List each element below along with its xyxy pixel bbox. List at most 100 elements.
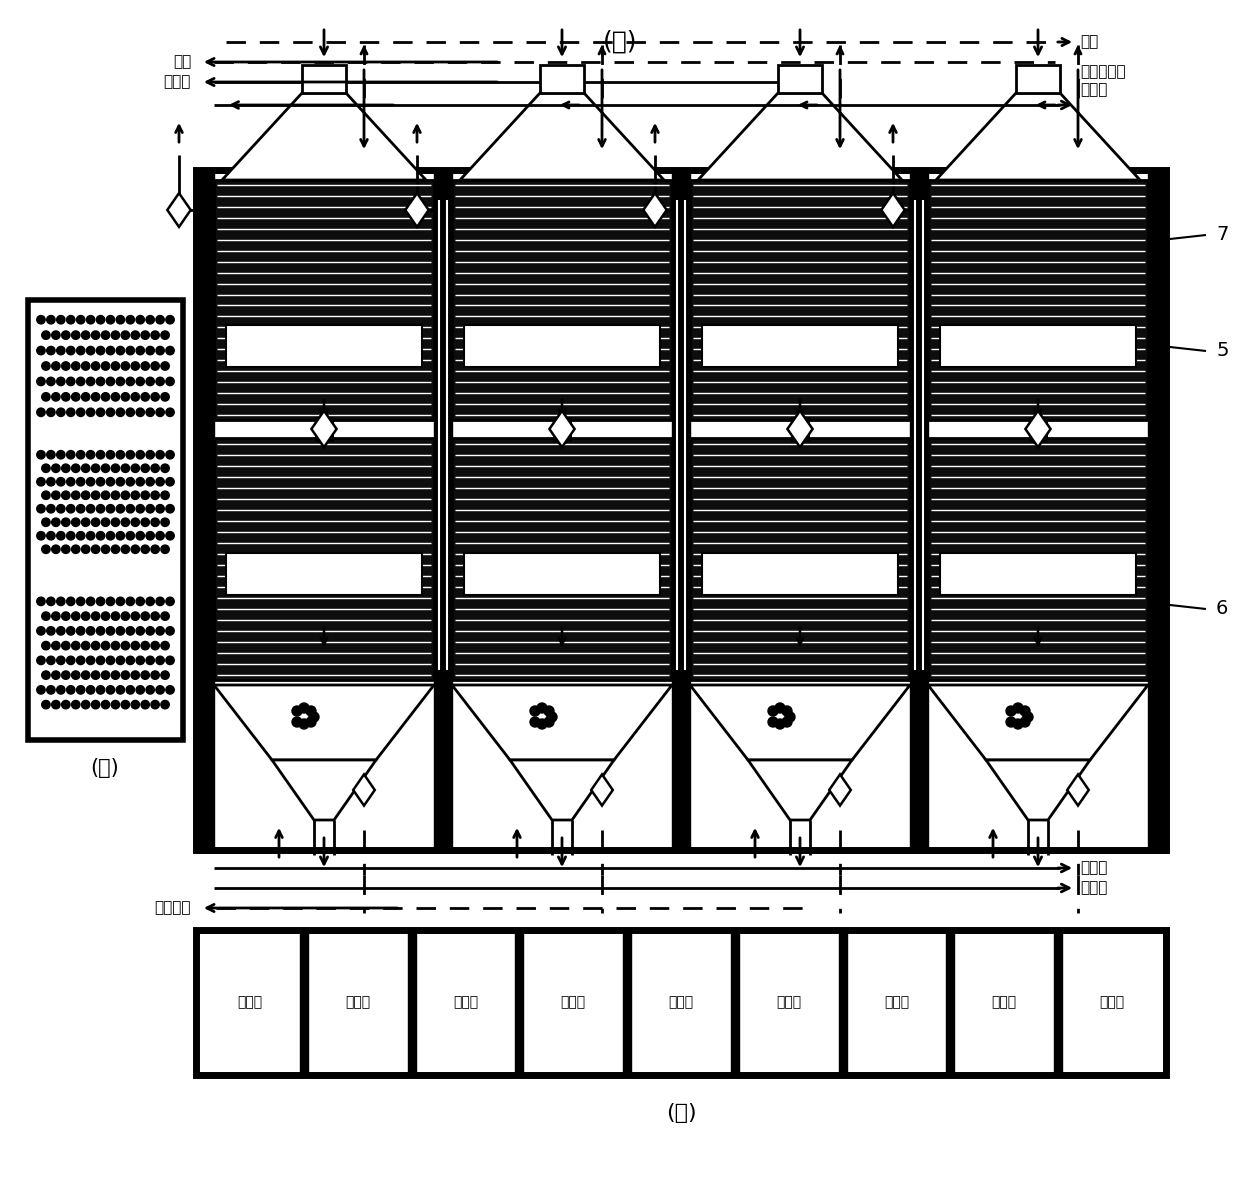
Circle shape — [156, 597, 165, 605]
Circle shape — [77, 532, 84, 540]
Circle shape — [136, 686, 144, 694]
Circle shape — [785, 712, 795, 722]
Bar — [196, 170, 1166, 851]
Circle shape — [37, 346, 45, 355]
Circle shape — [1021, 706, 1030, 716]
Bar — [940, 325, 1136, 367]
Circle shape — [107, 378, 114, 386]
Circle shape — [57, 686, 64, 694]
Text: 烟气室: 烟气室 — [668, 996, 693, 1009]
Circle shape — [126, 315, 134, 324]
Circle shape — [151, 491, 160, 499]
Polygon shape — [222, 93, 427, 180]
Circle shape — [42, 464, 50, 473]
Circle shape — [141, 491, 149, 499]
Circle shape — [131, 362, 139, 371]
Circle shape — [42, 491, 50, 499]
Circle shape — [52, 518, 60, 527]
Circle shape — [62, 392, 69, 401]
Circle shape — [92, 331, 99, 339]
Circle shape — [52, 641, 60, 650]
Bar — [730, 930, 739, 1075]
Circle shape — [126, 686, 134, 694]
Circle shape — [117, 408, 124, 416]
Circle shape — [87, 532, 94, 540]
Circle shape — [117, 478, 124, 486]
Circle shape — [156, 346, 165, 355]
Bar — [408, 930, 415, 1075]
Polygon shape — [787, 410, 812, 448]
Circle shape — [82, 518, 89, 527]
Circle shape — [112, 331, 119, 339]
Bar — [300, 930, 308, 1075]
Bar — [689, 180, 910, 420]
Circle shape — [299, 703, 309, 713]
Circle shape — [161, 331, 170, 339]
Circle shape — [87, 378, 94, 386]
Circle shape — [151, 612, 160, 621]
Circle shape — [47, 346, 55, 355]
Circle shape — [136, 378, 144, 386]
Circle shape — [92, 545, 99, 553]
Circle shape — [57, 504, 64, 512]
Circle shape — [72, 641, 79, 650]
Circle shape — [117, 597, 124, 605]
Bar — [672, 170, 689, 851]
Circle shape — [141, 518, 149, 527]
Circle shape — [156, 451, 165, 460]
Circle shape — [52, 362, 60, 371]
Circle shape — [92, 700, 99, 709]
Text: 烟气室: 烟气室 — [884, 996, 909, 1009]
Bar — [1054, 930, 1063, 1075]
Circle shape — [77, 478, 84, 486]
Circle shape — [146, 597, 154, 605]
Circle shape — [151, 641, 160, 650]
Circle shape — [107, 315, 114, 324]
Circle shape — [102, 392, 109, 401]
Circle shape — [166, 478, 175, 486]
Polygon shape — [748, 760, 852, 820]
Circle shape — [107, 408, 114, 416]
Circle shape — [146, 478, 154, 486]
Circle shape — [112, 700, 119, 709]
Bar — [226, 325, 422, 367]
Circle shape — [77, 597, 84, 605]
Circle shape — [57, 408, 64, 416]
Circle shape — [146, 656, 154, 664]
Circle shape — [117, 532, 124, 540]
Circle shape — [37, 504, 45, 512]
Circle shape — [67, 532, 74, 540]
Circle shape — [117, 346, 124, 355]
Circle shape — [52, 671, 60, 680]
Circle shape — [122, 331, 129, 339]
Circle shape — [67, 315, 74, 324]
Text: 7: 7 — [1216, 225, 1229, 244]
Circle shape — [42, 641, 50, 650]
Circle shape — [72, 464, 79, 473]
Circle shape — [775, 719, 785, 729]
Circle shape — [87, 346, 94, 355]
Circle shape — [92, 612, 99, 621]
Circle shape — [107, 451, 114, 460]
Circle shape — [141, 671, 149, 680]
Circle shape — [87, 504, 94, 512]
Circle shape — [156, 478, 165, 486]
Circle shape — [146, 451, 154, 460]
Circle shape — [42, 545, 50, 553]
Circle shape — [52, 464, 60, 473]
Circle shape — [166, 532, 175, 540]
Circle shape — [156, 408, 165, 416]
Circle shape — [62, 700, 69, 709]
Circle shape — [57, 597, 64, 605]
Circle shape — [782, 717, 792, 727]
Circle shape — [67, 504, 74, 512]
Circle shape — [37, 378, 45, 386]
Bar — [928, 180, 1148, 420]
Circle shape — [166, 346, 175, 355]
Bar — [196, 170, 215, 851]
Circle shape — [136, 315, 144, 324]
Circle shape — [52, 491, 60, 499]
Circle shape — [291, 717, 303, 727]
Circle shape — [87, 686, 94, 694]
Circle shape — [146, 346, 154, 355]
